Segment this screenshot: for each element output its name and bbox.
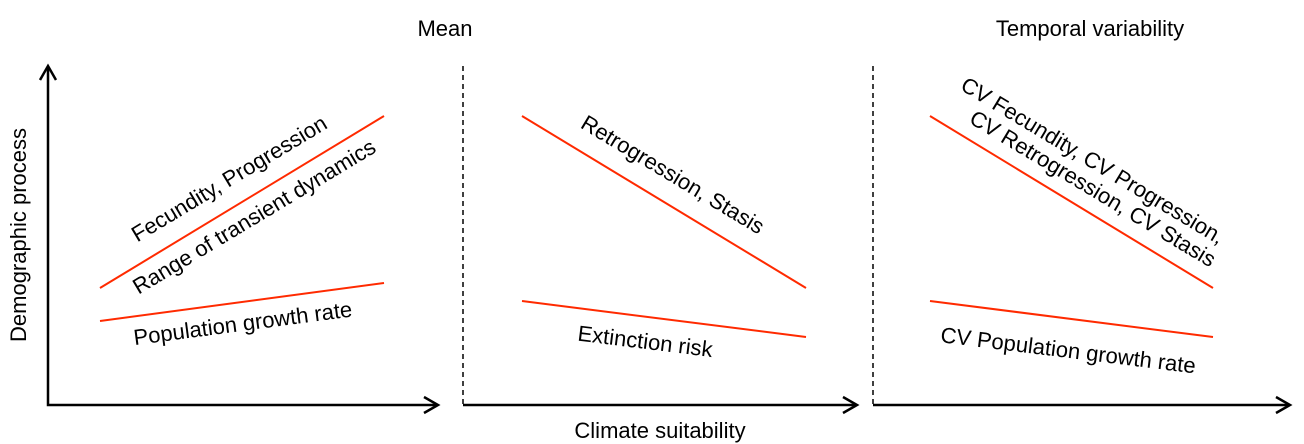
line-label: CV Fecundity, CV Progression, — [957, 72, 1229, 249]
y-axis-label: Demographic process — [6, 128, 31, 342]
line-label: Extinction risk — [576, 321, 715, 362]
line-label: Retrogression, Stasis — [577, 110, 769, 239]
trend-lines — [99, 115, 1214, 338]
header: Temporal variability — [996, 16, 1184, 41]
x-axis-label: Climate suitability — [574, 418, 745, 443]
line-label: CV Retrogression, CV Stasis — [965, 105, 1220, 272]
line-label: Population growth rate — [132, 297, 354, 351]
header: Mean — [417, 16, 472, 41]
axes — [38, 63, 1293, 415]
